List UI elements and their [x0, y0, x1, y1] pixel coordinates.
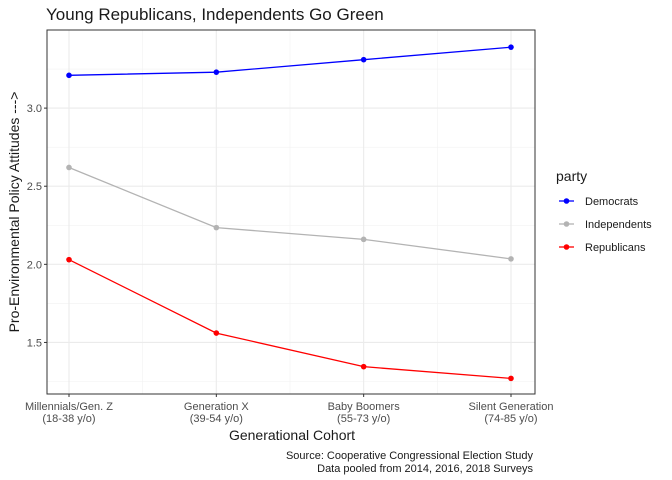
data-point-democrats: [360, 56, 367, 63]
caption-line-2: Data pooled from 2014, 2016, 2018 Survey…: [317, 463, 533, 475]
caption-line-1: Source: Cooperative Congressional Electi…: [286, 450, 534, 462]
x-axis: Millennials/Gen. Z(18-38 y/o) Generation …: [25, 394, 553, 425]
data-point-independents: [66, 164, 72, 171]
x-tick-label: Silent Generation: [468, 401, 553, 413]
data-point-independents: [360, 236, 367, 243]
series-line-independents: [68, 166, 512, 260]
legend: party Democrats Independents Republicans: [556, 168, 652, 254]
data-point-republicans: [66, 256, 72, 263]
y-axis: 1.5 2.0 2.5 3.0: [27, 103, 47, 349]
data-point-independents: [213, 224, 220, 231]
x-axis-title: Generational Cohort: [229, 427, 355, 443]
y-tick-label: 2.0: [27, 259, 42, 271]
y-tick-label: 3.0: [27, 103, 42, 115]
legend-label-democrats: Democrats: [585, 196, 639, 208]
x-tick-label: Millennials/Gen. Z: [25, 401, 113, 413]
series-line-republicans: [68, 259, 512, 380]
data-point-democrats: [66, 72, 72, 79]
data-point-republicans: [508, 375, 514, 382]
data-point-democrats: [213, 69, 220, 75]
x-tick-label: (39-54 y/o): [190, 413, 243, 425]
caption: Source: Cooperative Congressional Electi…: [286, 450, 534, 475]
legend-key-point-democrats: [563, 198, 570, 204]
data-point-republicans: [213, 330, 220, 336]
data-point-independents: [508, 256, 514, 262]
x-tick-label: Baby Boomers: [328, 401, 401, 413]
legend-title: party: [556, 168, 587, 184]
plot-border: [46, 29, 536, 395]
data-point-republicans: [360, 363, 367, 370]
plot-panel: [47, 30, 535, 394]
chart-title: Young Republicans, Independents Go Green: [46, 5, 384, 24]
series-line-democrats: [68, 46, 512, 76]
series-layer: [66, 44, 514, 382]
legend-label-independents: Independents: [585, 219, 652, 231]
legend-label-republicans: Republicans: [585, 242, 646, 254]
x-tick-label: (18-38 y/o): [42, 413, 95, 425]
grid-minor: [47, 30, 535, 394]
data-point-democrats: [508, 44, 514, 50]
x-tick-label: (55-73 y/o): [337, 413, 390, 425]
y-tick-label: 1.5: [27, 337, 42, 349]
y-tick-label: 2.5: [27, 181, 42, 193]
legend-key-point-republicans: [563, 244, 570, 250]
x-tick-label: Generation X: [184, 401, 249, 413]
x-tick-label: (74-85 y/o): [484, 413, 537, 425]
y-axis-title: Pro-Environmental Policy Attitudes --->: [6, 92, 22, 333]
legend-key-point-independents: [563, 221, 570, 227]
